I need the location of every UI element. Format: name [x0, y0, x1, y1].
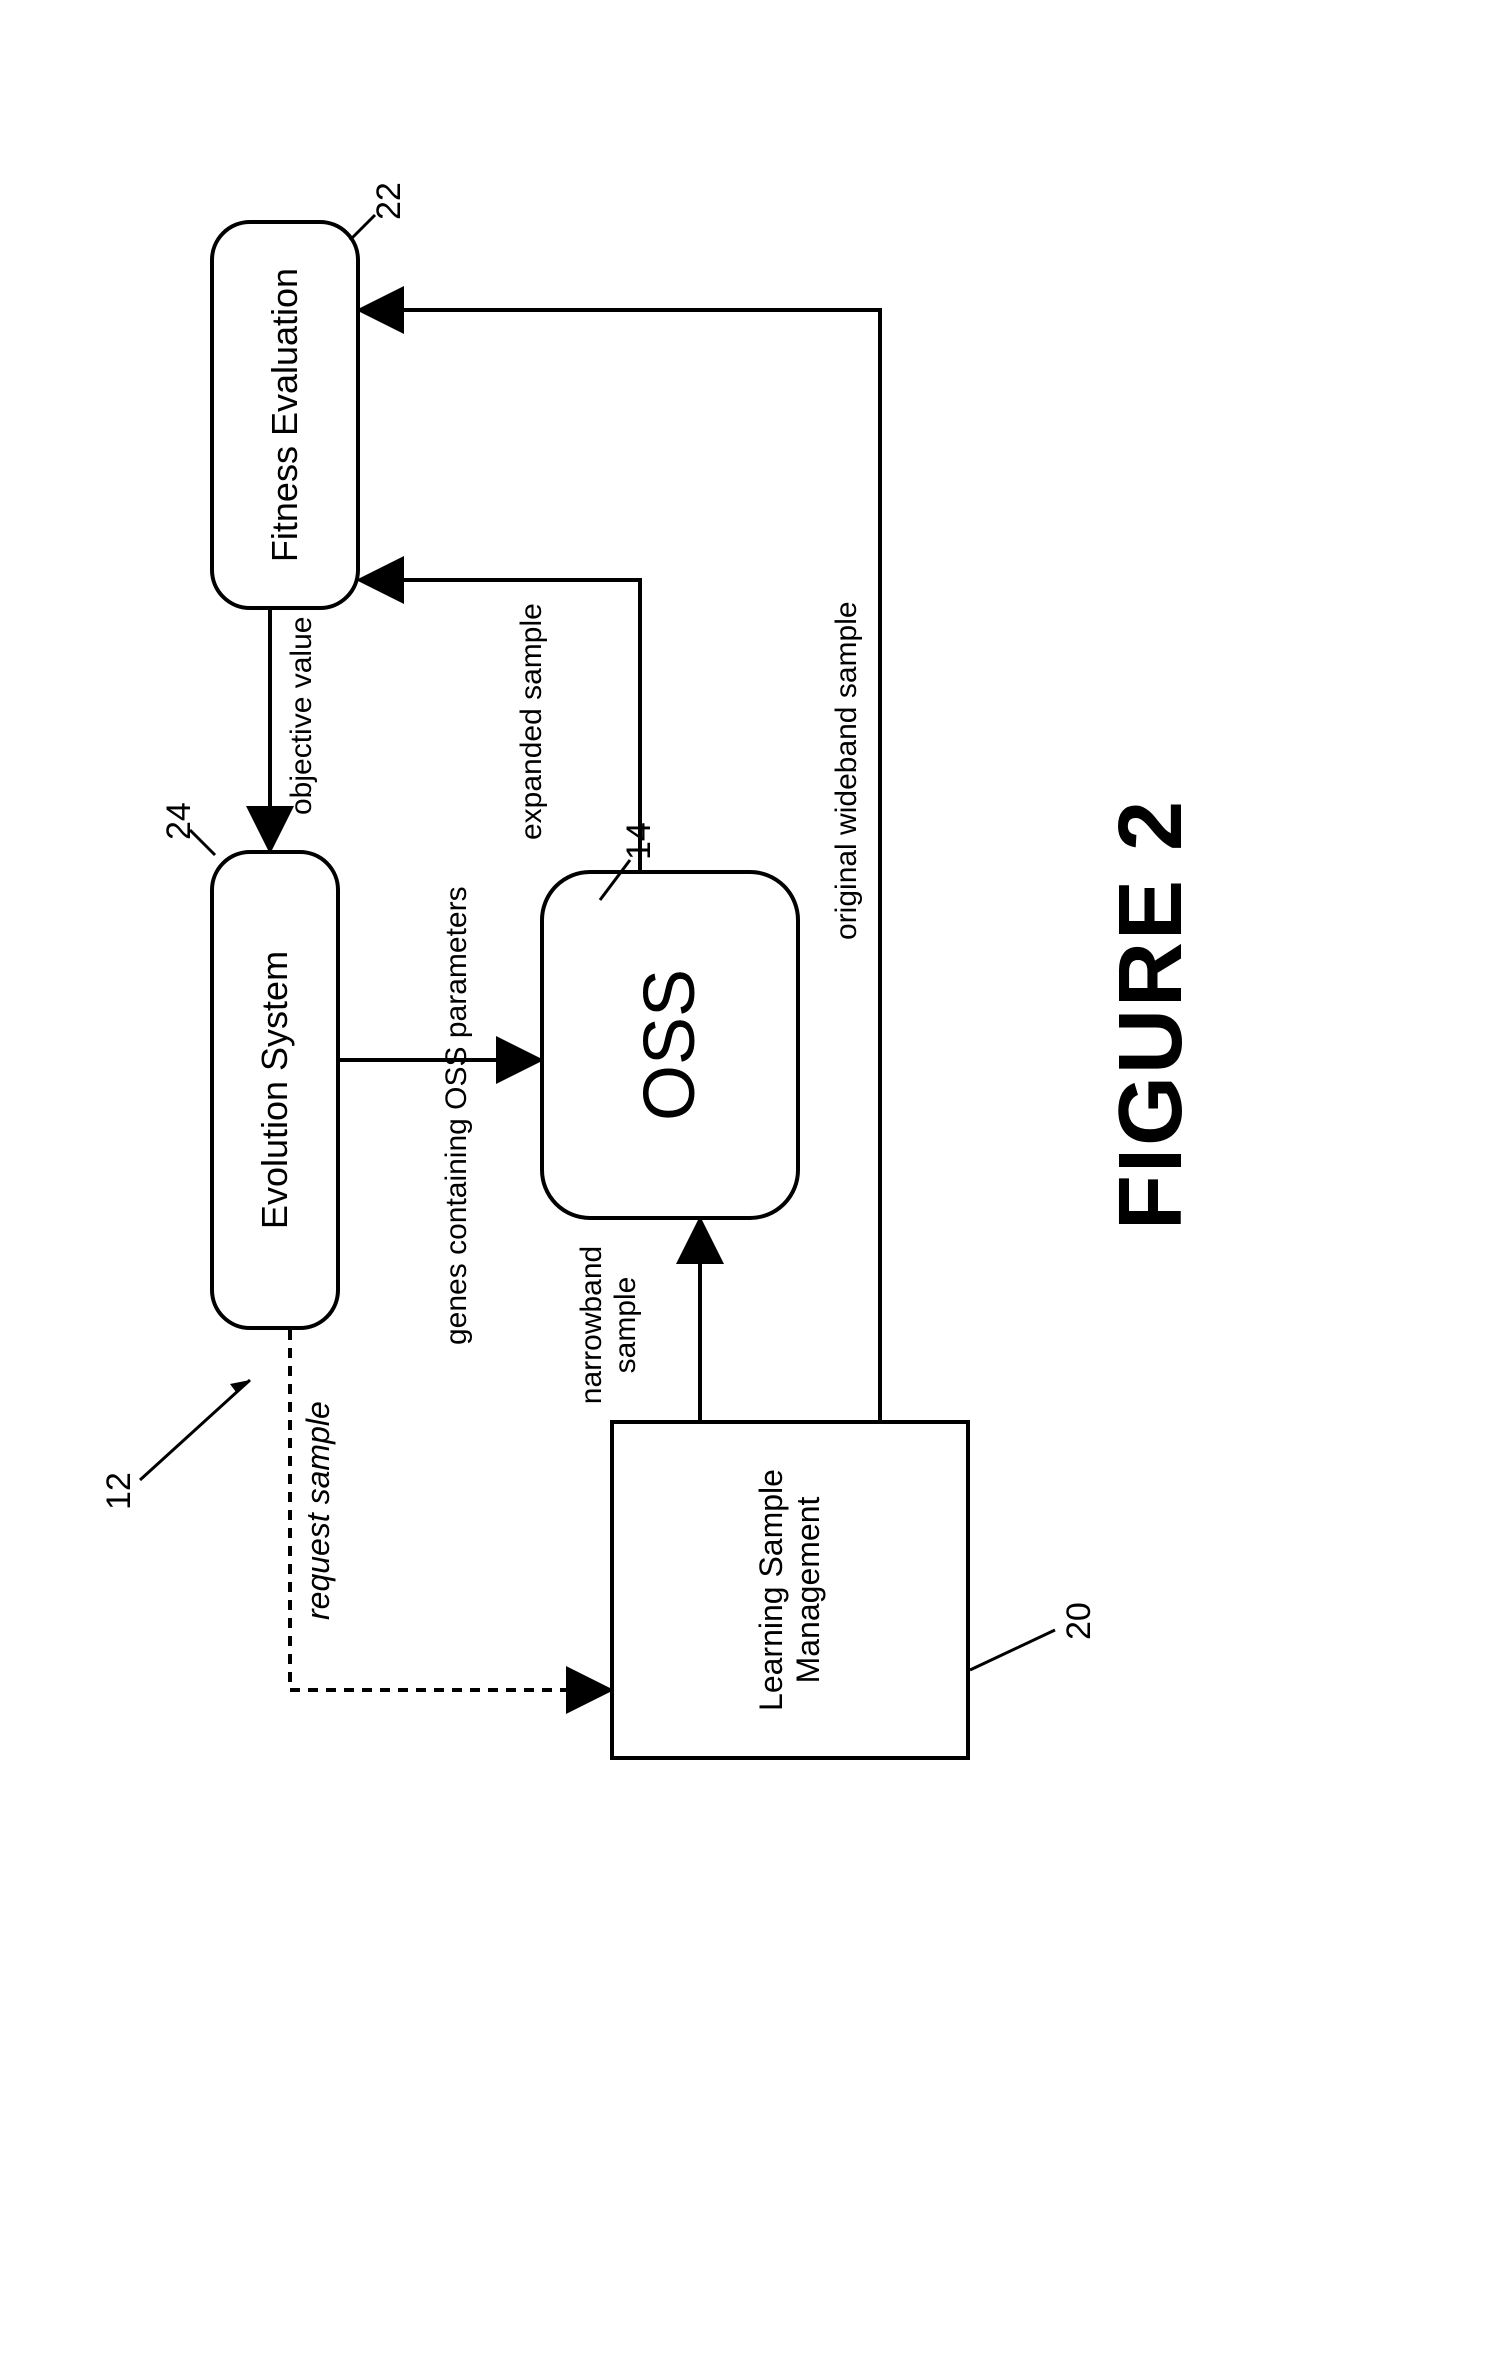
genes-label: genes containing OSS parameters [440, 865, 474, 1345]
narrowband-label: narrowband sample [575, 1240, 643, 1410]
diagram-rotated-container: 12 Learning Sample Management 20 Evoluti… [140, 140, 1240, 1780]
fig-ref-12: 12 [100, 1472, 139, 1510]
original-label: original wideband sample [830, 601, 864, 940]
objective-label: objective value [285, 617, 319, 815]
figure-title: FIGURE 2 [1100, 799, 1203, 1230]
expanded-label: expanded sample [515, 603, 549, 840]
request-sample-label: request sample [300, 1401, 337, 1620]
